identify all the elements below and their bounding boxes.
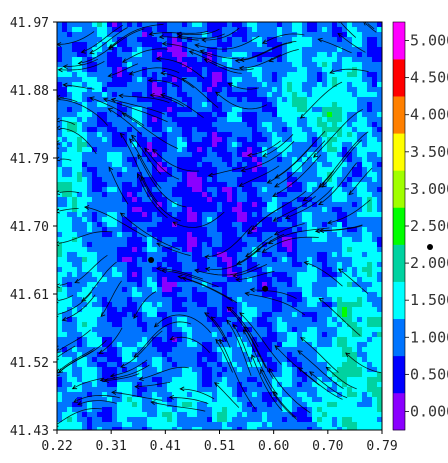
x-tick-label: 0.70: [312, 439, 343, 454]
colorbar: 0.000 0.500 1.000 1.500 2.000 2.500 3.000 3.500…: [392, 21, 448, 431]
colorbar-tick-label: 4.500: [410, 69, 448, 87]
colorbar-swatch: [393, 170, 405, 208]
y-tick-label: 41.70: [10, 220, 49, 235]
marker-point-2: [262, 285, 269, 292]
x-tick-label: 0.60: [258, 439, 289, 454]
y-tick-label: 41.61: [10, 288, 49, 303]
colorbar-swatch: [393, 392, 405, 431]
colorbar-tick-label: 1.500: [410, 291, 448, 309]
x-tick-label: 0.31: [96, 439, 127, 454]
outside-marker: [427, 244, 433, 250]
colorbar-tick-label: 3.500: [410, 143, 448, 161]
x-axis: 0.22 0.31 0.41 0.51 0.60 0.70 0.79: [41, 430, 398, 454]
colorbar-swatch: [393, 22, 405, 60]
colorbar-swatch: [393, 133, 405, 171]
y-axis: 41.43 41.52 41.61 41.70 41.79 41.88 41.97: [10, 16, 57, 439]
colorbar-swatch: [393, 244, 405, 282]
marker-point-1: [148, 257, 155, 263]
x-tick-label: 0.41: [150, 439, 181, 454]
streamlines: [57, 22, 381, 427]
colorbar-swatch: [393, 355, 405, 394]
colorbar-tick-label: 2.000: [410, 254, 448, 272]
y-tick-label: 41.43: [10, 424, 49, 439]
colorbar-swatch: [393, 207, 405, 245]
colorbar-tick-label: 2.500: [410, 217, 448, 235]
y-tick-label: 41.79: [10, 152, 49, 167]
colorbar-swatch: [393, 281, 405, 320]
x-tick-label: 0.79: [366, 439, 397, 454]
colorbar-tick-label: 0.500: [410, 365, 448, 383]
colorbar-tick-label: 1.000: [410, 328, 448, 346]
colorbar-swatch: [393, 59, 405, 97]
colorbar-swatch: [393, 318, 405, 357]
x-tick-label: 0.22: [41, 439, 72, 454]
markers-layer: [148, 244, 433, 292]
colorbar-swatch: [393, 96, 405, 134]
y-tick-label: 41.97: [10, 16, 49, 31]
colorbar-tick-label: 3.000: [410, 180, 448, 198]
colorbar-tick-label: 5.000: [410, 32, 448, 50]
x-tick-label: 0.51: [204, 439, 235, 454]
colorbar-tick-label: 4.000: [410, 106, 448, 124]
heatmap-field: [57, 22, 382, 430]
y-tick-label: 41.52: [10, 356, 49, 371]
y-tick-label: 41.88: [10, 84, 49, 99]
colorbar-tick-label: 0.000: [410, 402, 448, 420]
